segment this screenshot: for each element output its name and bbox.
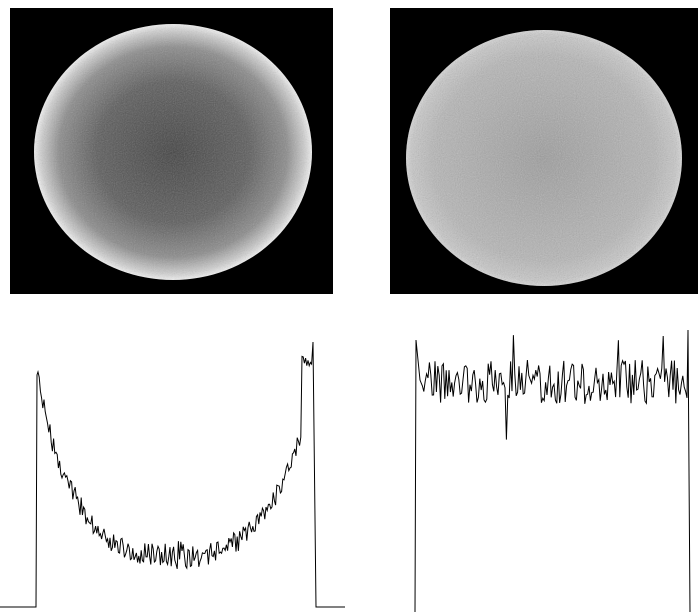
line-profile-uncorrected [0,320,349,612]
ct-image-uncorrected [10,8,333,294]
profile-line [414,329,691,612]
profile-line [0,341,345,608]
ct-image-corrected [390,8,698,294]
ct-image-uncorrected-svg [34,24,312,280]
line-profile-corrected-svg [414,329,691,612]
line-profile-corrected [349,320,698,612]
ct-image-corrected-svg [406,30,682,286]
line-profile-uncorrected-svg [0,341,345,608]
noise-texture [34,24,312,280]
noise-texture [406,30,682,286]
